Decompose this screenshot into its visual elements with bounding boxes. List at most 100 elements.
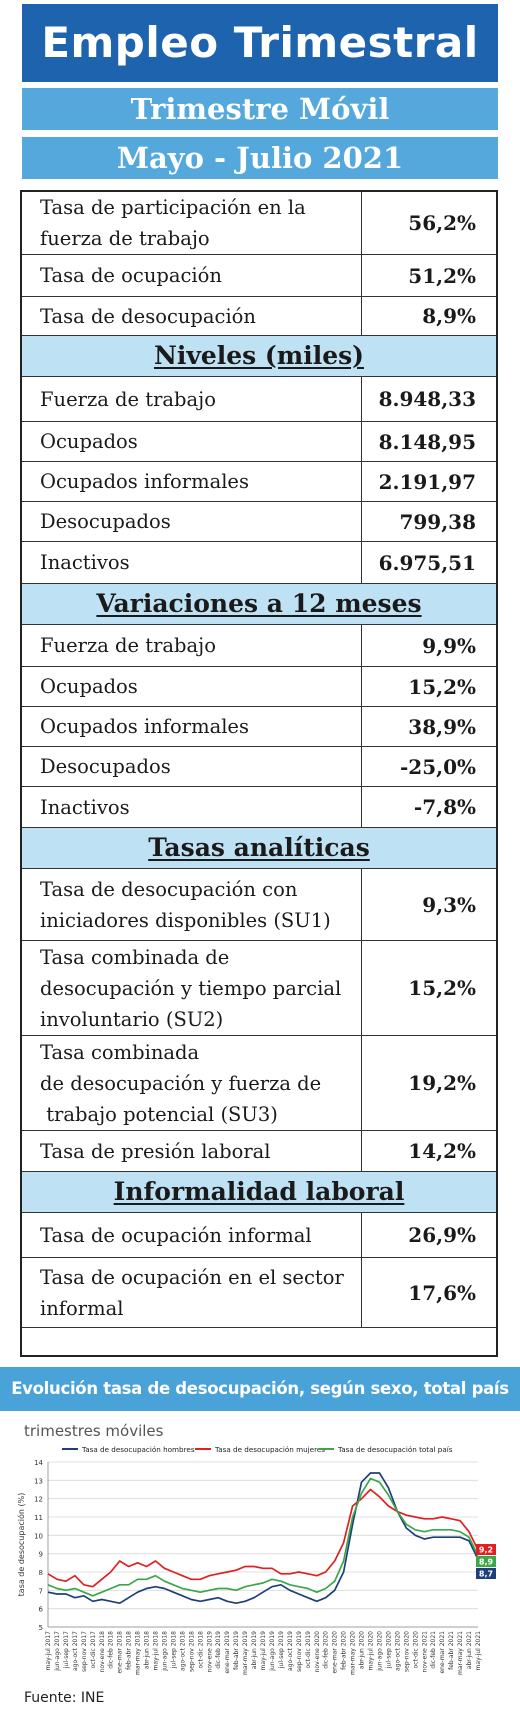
x-tick-label: nov-ene 2020 <box>314 1631 321 1673</box>
source-note: Fuente: INE <box>24 1690 105 1706</box>
table-row: Tasa de participación en la fuerza de tr… <box>22 192 496 255</box>
x-tick-label: sep-nov 2018 <box>188 1631 195 1672</box>
table-row: Desocupados -25,0% <box>22 747 496 787</box>
x-tick-label: jun-ago 2019 <box>269 1631 276 1672</box>
x-tick-label: sep-nov 2019 <box>296 1631 303 1672</box>
end-value-label: 8,7 <box>479 1570 493 1579</box>
row-value: 56,2% <box>408 211 476 235</box>
x-tick-label: abr-jun 2018 <box>144 1631 151 1669</box>
x-tick-label: jun-ago 2020 <box>376 1631 383 1672</box>
row-label: Ocupados <box>22 667 362 706</box>
x-tick-label: ago-oct 2019 <box>287 1631 294 1671</box>
table-row: Fuerza de trabajo 8.948,33 <box>22 377 496 422</box>
y-tick-label: 5 <box>39 1624 43 1632</box>
x-tick-label: oct-dic 2020 <box>412 1631 419 1669</box>
row-label: Ocupados <box>22 422 362 461</box>
x-tick-label: jul-sep 2017 <box>63 1631 70 1669</box>
row-label: Tasa de desocupación <box>22 297 362 335</box>
x-tick-label: jul-sep 2020 <box>385 1631 392 1669</box>
x-tick-label: feb-abr 2018 <box>126 1631 133 1670</box>
x-tick-label: may-jul 2019 <box>260 1631 267 1671</box>
x-tick-label: jul-sep 2019 <box>278 1631 285 1669</box>
section-title: Informalidad laboral <box>113 1177 405 1206</box>
chart-banner: Evolución tasa de desocupación, según se… <box>0 1367 520 1411</box>
x-tick-label: oct-dic 2018 <box>197 1631 204 1669</box>
row-value: 9,9% <box>422 633 476 658</box>
table-row: Ocupados 8.148,95 <box>22 422 496 462</box>
chart-subtitle: trimestres móviles <box>24 1422 164 1440</box>
table-row: Tasa de presión laboral 14,2% <box>22 1131 496 1172</box>
row-value: 19,2% <box>408 1071 476 1095</box>
row-label: Tasa de desocupación con iniciadores dis… <box>22 869 362 940</box>
row-label: Tasa combinada de desocupación y tiempo … <box>22 941 362 1035</box>
x-tick-label: ene-mar 2018 <box>117 1631 124 1674</box>
x-tick-label: abr-jun 2019 <box>251 1631 258 1669</box>
x-tick-label: oct-dic 2017 <box>90 1631 97 1669</box>
x-tick-label: ene-mar 2020 <box>332 1631 339 1674</box>
row-value: 38,9% <box>408 714 476 739</box>
section-header: Informalidad laboral <box>22 1172 496 1213</box>
table-row: Ocupados informales 38,9% <box>22 707 496 747</box>
row-value: 9,3% <box>422 892 476 917</box>
legend-label: Tasa de desocupación hombres <box>81 1445 195 1454</box>
row-label: Fuerza de trabajo <box>22 625 362 666</box>
x-tick-label: jun-ago 2018 <box>161 1631 168 1672</box>
row-label: Desocupados <box>22 747 362 786</box>
series-line <box>47 1472 479 1605</box>
y-axis-label: tasa de desocupación (%) <box>16 1493 26 1597</box>
period-type-banner: Trimestre Móvil <box>22 88 498 130</box>
series-line <box>47 1488 479 1588</box>
table-row: Ocupados informales 2.191,97 <box>22 462 496 502</box>
table-row: Tasa de ocupación informal 26,9% <box>22 1213 496 1258</box>
x-tick-label: mar-may 2018 <box>135 1631 142 1675</box>
table-row: Tasa combinada de desocupación y tiempo … <box>22 941 496 1036</box>
table-row: Tasa de ocupación 51,2% <box>22 255 496 297</box>
x-tick-label: feb-abr 2021 <box>448 1631 455 1670</box>
row-value: 8,9% <box>422 304 476 328</box>
end-value-badge <box>476 1568 496 1579</box>
x-tick-label: oct-dic 2019 <box>305 1631 312 1669</box>
end-value-label: 9,2 <box>479 1546 493 1555</box>
row-value: 15,2% <box>408 674 476 699</box>
section-title: Variaciones a 12 meses <box>96 589 422 618</box>
x-tick-label: dic-feb 2021 <box>430 1631 437 1669</box>
row-label: Fuerza de trabajo <box>22 377 362 421</box>
row-label: Tasa de ocupación en el sector informal <box>22 1258 362 1327</box>
y-tick-label: 10 <box>34 1532 43 1540</box>
x-tick-label: abr-jun 2020 <box>359 1631 366 1669</box>
table-row: Tasa de desocupación con iniciadores dis… <box>22 869 496 941</box>
section-header: Niveles (miles) <box>22 336 496 377</box>
end-value-badge <box>476 1544 496 1555</box>
row-value: 799,38 <box>399 509 476 534</box>
end-value-badge <box>476 1556 496 1567</box>
y-tick-label: 7 <box>39 1587 43 1595</box>
x-tick-label: may-jul 2018 <box>153 1631 160 1671</box>
section-header: Variaciones a 12 meses <box>22 584 496 625</box>
unemployment-line-chart: 5 6 7 8 9 10 11 12 13 14 tasa de desocupación (%) m… <box>16 1445 496 1675</box>
row-value: 6.975,51 <box>378 550 476 575</box>
row-label: Ocupados informales <box>22 462 362 501</box>
x-tick-label: nov-ene 2021 <box>421 1631 428 1673</box>
x-tick-label: jul-sep 2018 <box>170 1631 177 1669</box>
x-tick-label: ago-oct 2020 <box>394 1631 401 1671</box>
x-tick-label: feb-abr 2020 <box>341 1631 348 1670</box>
legend-label: Tasa de desocupación total país <box>337 1445 453 1454</box>
table-row: Fuerza de trabajo 9,9% <box>22 625 496 667</box>
series-line <box>47 1477 479 1597</box>
row-value: 2.191,97 <box>378 469 476 494</box>
y-tick-label: 11 <box>34 1514 43 1522</box>
section-title: Niveles (miles) <box>153 341 365 370</box>
end-value-label: 8,9 <box>479 1558 494 1567</box>
x-tick-label: mar-may 2021 <box>457 1631 464 1675</box>
table-row: Tasa de desocupación 8,9% <box>22 297 496 336</box>
x-tick-label: mar-may 2019 <box>242 1631 249 1675</box>
x-tick-label: dic-feb 2019 <box>215 1631 222 1669</box>
x-tick-label: jun-ago 2017 <box>54 1631 61 1672</box>
x-tick-label: nov-ene 2018 <box>99 1631 106 1673</box>
row-value: 17,6% <box>408 1280 476 1305</box>
y-tick-label: 12 <box>34 1496 43 1504</box>
row-value: 51,2% <box>408 263 476 288</box>
y-tick-label: 9 <box>39 1551 43 1559</box>
x-tick-label: sep-nov 2020 <box>403 1631 410 1672</box>
row-label: Tasa combinada de desocupación y fuerza … <box>22 1036 362 1130</box>
